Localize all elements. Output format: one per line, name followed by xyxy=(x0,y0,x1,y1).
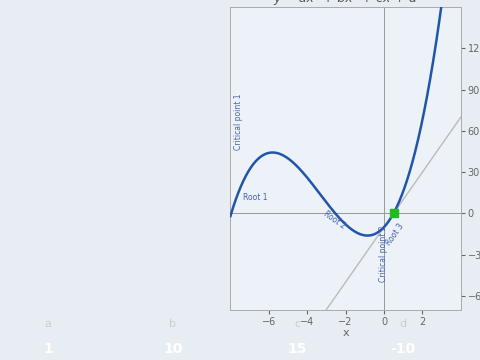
X-axis label: x: x xyxy=(342,328,349,338)
Title: y = ax³ + bx² + cx + d: y = ax³ + bx² + cx + d xyxy=(274,0,418,5)
Text: 10: 10 xyxy=(163,342,182,356)
Text: 1: 1 xyxy=(43,342,53,356)
Text: b: b xyxy=(169,319,176,329)
Text: c: c xyxy=(295,319,300,329)
Text: Root 3: Root 3 xyxy=(384,221,405,247)
Text: a: a xyxy=(45,319,51,329)
Text: -10: -10 xyxy=(391,342,416,356)
Text: Root 1: Root 1 xyxy=(243,193,267,202)
Text: 15: 15 xyxy=(288,342,307,356)
Text: d: d xyxy=(400,319,407,329)
Text: Root 2: Root 2 xyxy=(322,210,347,231)
Text: Critical point 2: Critical point 2 xyxy=(379,226,387,282)
Text: Critical point 1: Critical point 1 xyxy=(234,94,242,150)
